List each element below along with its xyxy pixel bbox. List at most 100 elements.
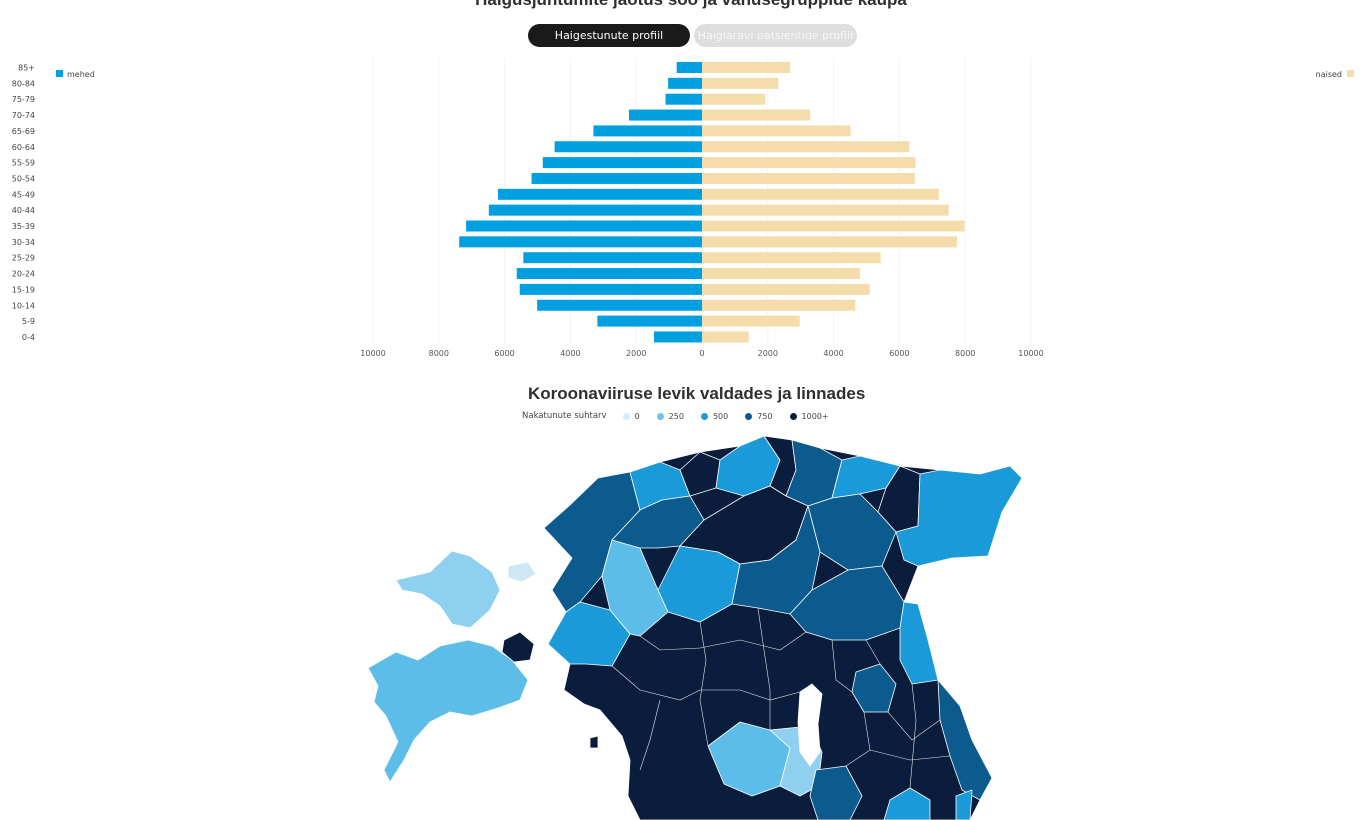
map-region-saaremaa[interactable] (367, 639, 529, 783)
bar-naised (702, 283, 870, 295)
pyramid-title: Haigusjuhtumite jaotus soo ja vanusegrup… (0, 0, 1370, 10)
y-category-label: 85+ (18, 64, 35, 73)
bar-mehed (531, 172, 702, 184)
map-title: Koroonaviiruse levik valdades ja linnade… (528, 384, 866, 403)
boundary-line (869, 749, 951, 761)
y-category-label: 55-59 (12, 159, 35, 168)
legend-dot (789, 412, 797, 420)
map-legend-item-250: 250 (656, 411, 684, 421)
map-legend-title: Nakatunute suhtarv (522, 411, 607, 421)
bar-naised (702, 93, 766, 105)
y-category-label: 80-84 (12, 79, 35, 88)
legend-label: 0 (634, 411, 640, 421)
bar-mehed (676, 62, 702, 73)
map-region-setomaa[interactable] (883, 787, 931, 820)
legend-label-naised: naised (1316, 70, 1342, 79)
y-category-label: 45-49 (12, 190, 35, 199)
y-category-label: 70-74 (12, 111, 35, 120)
x-tick-label: 10000 (1018, 349, 1043, 358)
x-tick-label: 2000 (758, 349, 778, 358)
map-region-hiiumaa[interactable] (395, 550, 501, 629)
bar-mehed (668, 77, 702, 89)
y-category-label: 50-54 (12, 174, 35, 183)
boundary-line (639, 699, 661, 771)
x-tick-label: 0 (699, 349, 704, 358)
map-region-peipsi-coast[interactable] (899, 601, 939, 685)
bar-naised (702, 77, 779, 89)
boundary-line (699, 621, 709, 747)
legend-label-mehed: mehed (67, 70, 95, 79)
x-tick-label: 6000 (889, 349, 909, 358)
bar-naised (702, 331, 749, 343)
legend-dot (656, 412, 664, 420)
bar-mehed (488, 204, 702, 216)
y-category-label: 10-14 (12, 301, 35, 310)
x-tick-label: 2000 (626, 349, 646, 358)
bar-naised (702, 109, 811, 121)
x-tick-label: 4000 (823, 349, 843, 358)
x-tick-label: 4000 (560, 349, 580, 358)
map-legend: Nakatunute suhtarv 0 250 500 750 1000+ (522, 411, 846, 421)
bar-naised (702, 204, 949, 216)
bar-naised (702, 172, 915, 184)
boundary-line (639, 631, 807, 651)
map-legend-item-0: 0 (622, 411, 640, 421)
map-region-muhu[interactable] (501, 631, 535, 663)
y-category-label: 30-34 (12, 238, 35, 247)
legend-label: 750 (757, 411, 773, 421)
y-category-label: 60-64 (12, 143, 35, 152)
bar-naised (702, 125, 851, 137)
tab-hospital-profile[interactable]: Haiglaravi patsientide profiil (694, 24, 857, 47)
map-region-jarvamaa[interactable] (731, 505, 821, 615)
bar-mehed (628, 109, 702, 121)
tab-infected-profile[interactable]: Haigestunute profiil (528, 24, 690, 47)
legend-swatch-mehed (56, 70, 63, 77)
map-legend-item-1000: 1000+ (789, 411, 829, 421)
bar-mehed (459, 236, 702, 248)
map-region-south-tip[interactable] (955, 789, 973, 820)
bar-naised (702, 252, 881, 264)
profile-tabs: Haigestunute profiil Haiglaravi patsient… (528, 24, 857, 47)
legend-dot (622, 412, 630, 420)
bar-mehed (597, 315, 702, 327)
bar-naised (702, 62, 791, 73)
bar-mehed (516, 268, 702, 280)
x-tick-label: 8000 (429, 349, 449, 358)
bar-mehed (519, 283, 702, 295)
x-tick-label: 10000 (360, 349, 385, 358)
map-region-rapina[interactable] (937, 679, 993, 801)
boundary-line (831, 639, 853, 693)
legend-label: 500 (712, 411, 729, 421)
population-pyramid-chart: 10000 8000 6000 4000 2000 0 2000 4000 6000 8000 10… (12, 58, 1354, 358)
bar-mehed (653, 331, 702, 343)
map-legend-item-750: 750 (745, 411, 773, 421)
bar-naised (702, 299, 856, 311)
legend-dot (700, 412, 708, 420)
y-category-label: 25-29 (12, 254, 35, 263)
map-region-vormsi[interactable] (507, 561, 537, 583)
y-category-label: 15-19 (12, 285, 35, 294)
legend-dot (745, 412, 753, 420)
bar-mehed (537, 299, 702, 311)
bar-mehed (665, 93, 702, 105)
legend-label: 250 (668, 411, 684, 421)
y-category-label: 5-9 (22, 317, 35, 326)
bar-naised (702, 188, 939, 200)
y-category-label: 20-24 (12, 270, 35, 279)
boundary-line (757, 607, 771, 730)
bar-naised (702, 268, 860, 280)
y-category-label: 0-4 (22, 333, 35, 342)
legend-label: 1000+ (801, 411, 829, 421)
y-category-label: 75-79 (12, 95, 35, 104)
bar-naised (702, 220, 965, 232)
y-category-label: 40-44 (12, 206, 35, 215)
map-region-kihnu[interactable] (589, 735, 599, 749)
map-legend-item-500: 500 (700, 411, 729, 421)
bar-naised (702, 157, 916, 169)
bar-mehed (593, 125, 702, 137)
bar-mehed (554, 141, 702, 153)
y-category-label: 35-39 (12, 222, 35, 231)
bar-mehed (523, 252, 702, 264)
map-region-raplamaa[interactable] (657, 545, 741, 623)
boundary-line (909, 683, 917, 789)
